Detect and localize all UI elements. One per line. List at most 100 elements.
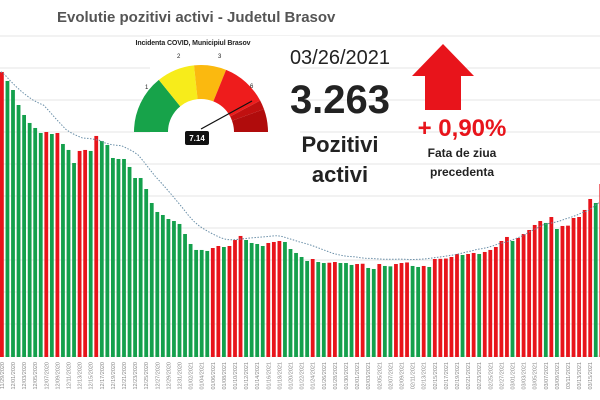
bar — [99, 140, 104, 357]
x-tick-label: 03/03/2021 — [522, 362, 528, 390]
x-tick-label: 02/21/2021 — [466, 362, 472, 390]
x-tick-label: 02/13/2021 — [422, 362, 428, 390]
x-tick-label: 02/03/2021 — [366, 362, 372, 390]
gauge-tick-3: 3 — [218, 54, 222, 60]
bar — [166, 219, 171, 357]
active-cases-count: 3.263 — [290, 78, 390, 122]
bar — [344, 263, 348, 357]
bar — [338, 263, 343, 357]
change-percent: + 0,90% — [418, 115, 507, 142]
bar — [444, 258, 448, 357]
bar — [505, 236, 509, 357]
x-tick-label: 11/29/2020 — [0, 362, 6, 389]
gauge-segment — [193, 65, 227, 102]
bar — [16, 105, 21, 357]
bar — [277, 240, 282, 357]
bar — [421, 265, 426, 357]
x-tick-label: 01/30/2021 — [344, 362, 350, 390]
bar — [183, 234, 187, 357]
bar — [538, 221, 543, 357]
bar — [455, 253, 459, 357]
gauge-segment — [134, 79, 181, 132]
x-tick-label: 12/29/2020 — [166, 362, 172, 390]
bar — [11, 89, 15, 357]
bar — [349, 264, 354, 357]
bar — [5, 80, 10, 358]
bar — [233, 239, 237, 357]
bar — [77, 150, 82, 357]
bar — [510, 240, 515, 357]
x-tick-label: 03/11/2021 — [566, 362, 572, 389]
gauge-segment — [232, 109, 268, 132]
bar — [516, 237, 520, 357]
bar — [172, 221, 176, 357]
bar — [543, 222, 548, 357]
x-tick-label: 12/13/2020 — [78, 362, 84, 390]
gauge-value: 7.14 — [189, 134, 205, 143]
bar — [310, 259, 315, 357]
bar — [333, 262, 337, 357]
x-tick-label: 01/04/2021 — [200, 362, 206, 390]
summary-date: 03/26/2021 — [290, 47, 390, 69]
bar — [382, 265, 387, 357]
bar — [549, 217, 554, 357]
bar — [588, 198, 593, 357]
bar — [61, 143, 65, 357]
x-tick-label: 02/07/2021 — [388, 362, 394, 390]
bar — [144, 189, 149, 357]
bar — [44, 131, 49, 357]
x-tick-label: 12/17/2020 — [100, 362, 106, 390]
bar — [72, 163, 76, 357]
x-tick-label: 03/09/2021 — [555, 362, 561, 390]
change-label-1: Fata de ziua — [428, 146, 497, 160]
x-tick-label: 12/25/2020 — [144, 362, 150, 390]
bar — [399, 263, 404, 357]
bar — [22, 114, 26, 357]
bar — [127, 166, 132, 357]
bar — [316, 262, 321, 357]
bar — [33, 127, 38, 358]
bar — [88, 150, 93, 357]
x-axis-labels: 11/29/2020 12/01/2020 12/03/2020 12/05/2020… — [0, 362, 594, 390]
bar — [493, 247, 498, 357]
x-tick-label: 12/15/2020 — [89, 362, 95, 390]
x-tick-label: 12/09/2020 — [55, 362, 61, 390]
bar — [0, 71, 4, 358]
bar — [432, 259, 437, 357]
gauge-title: Incidenta COVID, Municipiul Brasov — [136, 40, 251, 47]
x-tick-label: 01/16/2021 — [266, 362, 272, 390]
bar — [255, 243, 260, 357]
x-tick-label: 02/15/2021 — [433, 362, 439, 390]
x-tick-label: 01/18/2021 — [277, 362, 283, 390]
bar — [416, 266, 421, 357]
arrow-up-icon — [412, 44, 474, 110]
bar — [105, 144, 110, 357]
x-tick-label: 12/05/2020 — [33, 362, 39, 390]
bar — [288, 249, 293, 357]
bar — [405, 262, 409, 357]
bar — [477, 253, 482, 357]
x-tick-label: 03/01/2021 — [511, 362, 517, 390]
bar — [577, 217, 581, 357]
trend-line — [0, 70, 600, 261]
change-label-2: precedenta — [430, 165, 494, 179]
bar — [55, 133, 60, 357]
summary-panel: 03/26/2021 3.263 Pozitivi activi + 0,90%… — [290, 44, 506, 187]
bar — [560, 225, 565, 357]
x-tick-label: 12/27/2020 — [155, 362, 161, 390]
active-label-2: activi — [312, 162, 368, 187]
x-tick-label: 12/23/2020 — [133, 362, 139, 390]
bar — [210, 248, 215, 357]
x-tick-label: 02/19/2021 — [455, 362, 461, 390]
x-tick-label: 01/14/2021 — [255, 362, 261, 390]
bar — [266, 242, 271, 357]
bar — [499, 240, 504, 357]
bar — [410, 265, 415, 357]
bar — [388, 266, 393, 357]
bar — [27, 122, 32, 357]
bar — [394, 264, 398, 357]
bar — [360, 263, 365, 357]
x-tick-label: 03/05/2021 — [533, 362, 539, 390]
gauge-needle — [200, 100, 253, 130]
active-label-1: Pozitivi — [301, 132, 378, 157]
